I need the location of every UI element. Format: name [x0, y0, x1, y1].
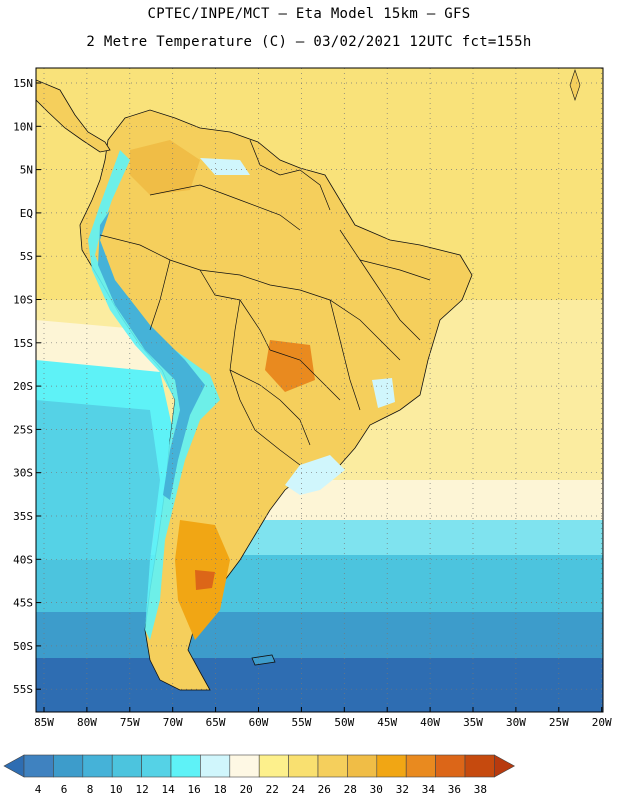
caribbean-islands	[569, 69, 581, 101]
colorbar-segment	[464, 754, 495, 778]
colorbar-arrow-left	[3, 754, 25, 778]
longitude-label: 80W	[77, 716, 97, 729]
longitude-label: 45W	[377, 716, 397, 729]
longitude-label: 75W	[120, 716, 140, 729]
pacific-colder-water	[36, 400, 160, 560]
longitude-label: 65W	[206, 716, 226, 729]
colorbar-segment	[53, 754, 84, 778]
latitude-label: 35S	[13, 510, 33, 523]
colorbar-segment	[170, 754, 201, 778]
latitude-label: 20S	[13, 380, 33, 393]
longitude-label: 55W	[291, 716, 311, 729]
colorbar-label: 16	[188, 783, 201, 796]
colorbar-segment	[288, 754, 319, 778]
latitude-label: 55S	[13, 683, 33, 696]
hot-spot-patagonia	[195, 570, 215, 590]
latitude-label: 40S	[13, 553, 33, 566]
brazil-highland-cool	[372, 378, 395, 408]
colorbar-label: 10	[109, 783, 122, 796]
longitude-axis: 85W 80W 75W 70W 65W 60W 55W 50W 45W 40W 35W 30W 25W 2…	[34, 707, 612, 729]
longitude-label: 20W	[592, 716, 612, 729]
colorbar-segment	[376, 754, 407, 778]
colorbar-segment	[258, 754, 289, 778]
andes-colder-core	[98, 210, 205, 500]
longitude-label: 70W	[163, 716, 183, 729]
latitude-label: 30S	[13, 467, 33, 480]
colorbar-label: 36	[448, 783, 461, 796]
colorbar-segment	[435, 754, 466, 778]
central-america-land	[36, 79, 111, 153]
latitude-label: 10N	[13, 120, 33, 133]
colorbar-segment	[317, 754, 348, 778]
colorbar-segment	[405, 754, 436, 778]
colorbar-label: 18	[214, 783, 227, 796]
latitude-label: 10S	[13, 294, 33, 307]
colorbar-label: 4	[35, 783, 42, 796]
colorbar-label: 8	[87, 783, 94, 796]
latitude-label: 50S	[13, 640, 33, 653]
colorbar-label: 20	[240, 783, 253, 796]
latitude-label: EQ	[20, 207, 33, 220]
colorbar-segment	[82, 754, 113, 778]
colorbar-segment	[111, 754, 142, 778]
colorbar-label: 38	[474, 783, 487, 796]
map-title-line1: CPTEC/INPE/MCT – Eta Model 15km – GFS	[147, 6, 471, 22]
latitude-label: 45S	[13, 597, 33, 610]
ocean-cold-band	[36, 555, 603, 615]
colorbar-segment	[141, 754, 172, 778]
colorbar-label: 26	[318, 783, 331, 796]
colorbar-segment	[23, 754, 54, 778]
longitude-label: 35W	[463, 716, 483, 729]
longitude-label: 60W	[249, 716, 269, 729]
latitude-label: 5N	[20, 164, 33, 177]
colorbar-label: 32	[396, 783, 409, 796]
colorbar-label: 34	[422, 783, 436, 796]
colorbar-segment	[200, 754, 231, 778]
latitude-axis: 15N 10N 5N EQ 5S 10S 15S 20S 25S 30S 35S 40S 45S 50S 5…	[13, 77, 41, 696]
map-title-line2: 2 Metre Temperature (C) – 03/02/2021 12U…	[86, 34, 532, 50]
longitude-label: 30W	[506, 716, 526, 729]
hot-region-center	[265, 340, 315, 392]
colorbar-label: 24	[292, 783, 306, 796]
colorbar-label: 12	[135, 783, 148, 796]
latitude-label: 15N	[13, 77, 33, 90]
guiana-highland-cool	[200, 158, 250, 175]
latitude-label: 25S	[13, 423, 33, 436]
colorbar-label: 28	[344, 783, 357, 796]
ocean-colder-band	[36, 612, 603, 662]
colorbar-segment	[229, 754, 260, 778]
map-frame	[35, 67, 604, 713]
colorbar-label: 6	[61, 783, 68, 796]
falkland-islands	[251, 654, 276, 666]
hot-region-north	[130, 140, 200, 195]
latitude-label: 5S	[20, 250, 33, 263]
colorbar-label: 22	[266, 783, 279, 796]
colorbar-segment	[347, 754, 378, 778]
colorbar-arrow-right	[494, 754, 516, 778]
colorbar-label: 14	[161, 783, 175, 796]
ocean-coldest-band	[36, 658, 603, 712]
longitude-label: 40W	[420, 716, 440, 729]
longitude-label: 85W	[34, 716, 54, 729]
longitude-label: 25W	[549, 716, 569, 729]
colorbar-label: 30	[370, 783, 383, 796]
country-borders	[99, 139, 431, 466]
latitude-label: 15S	[13, 337, 33, 350]
longitude-label: 50W	[334, 716, 354, 729]
